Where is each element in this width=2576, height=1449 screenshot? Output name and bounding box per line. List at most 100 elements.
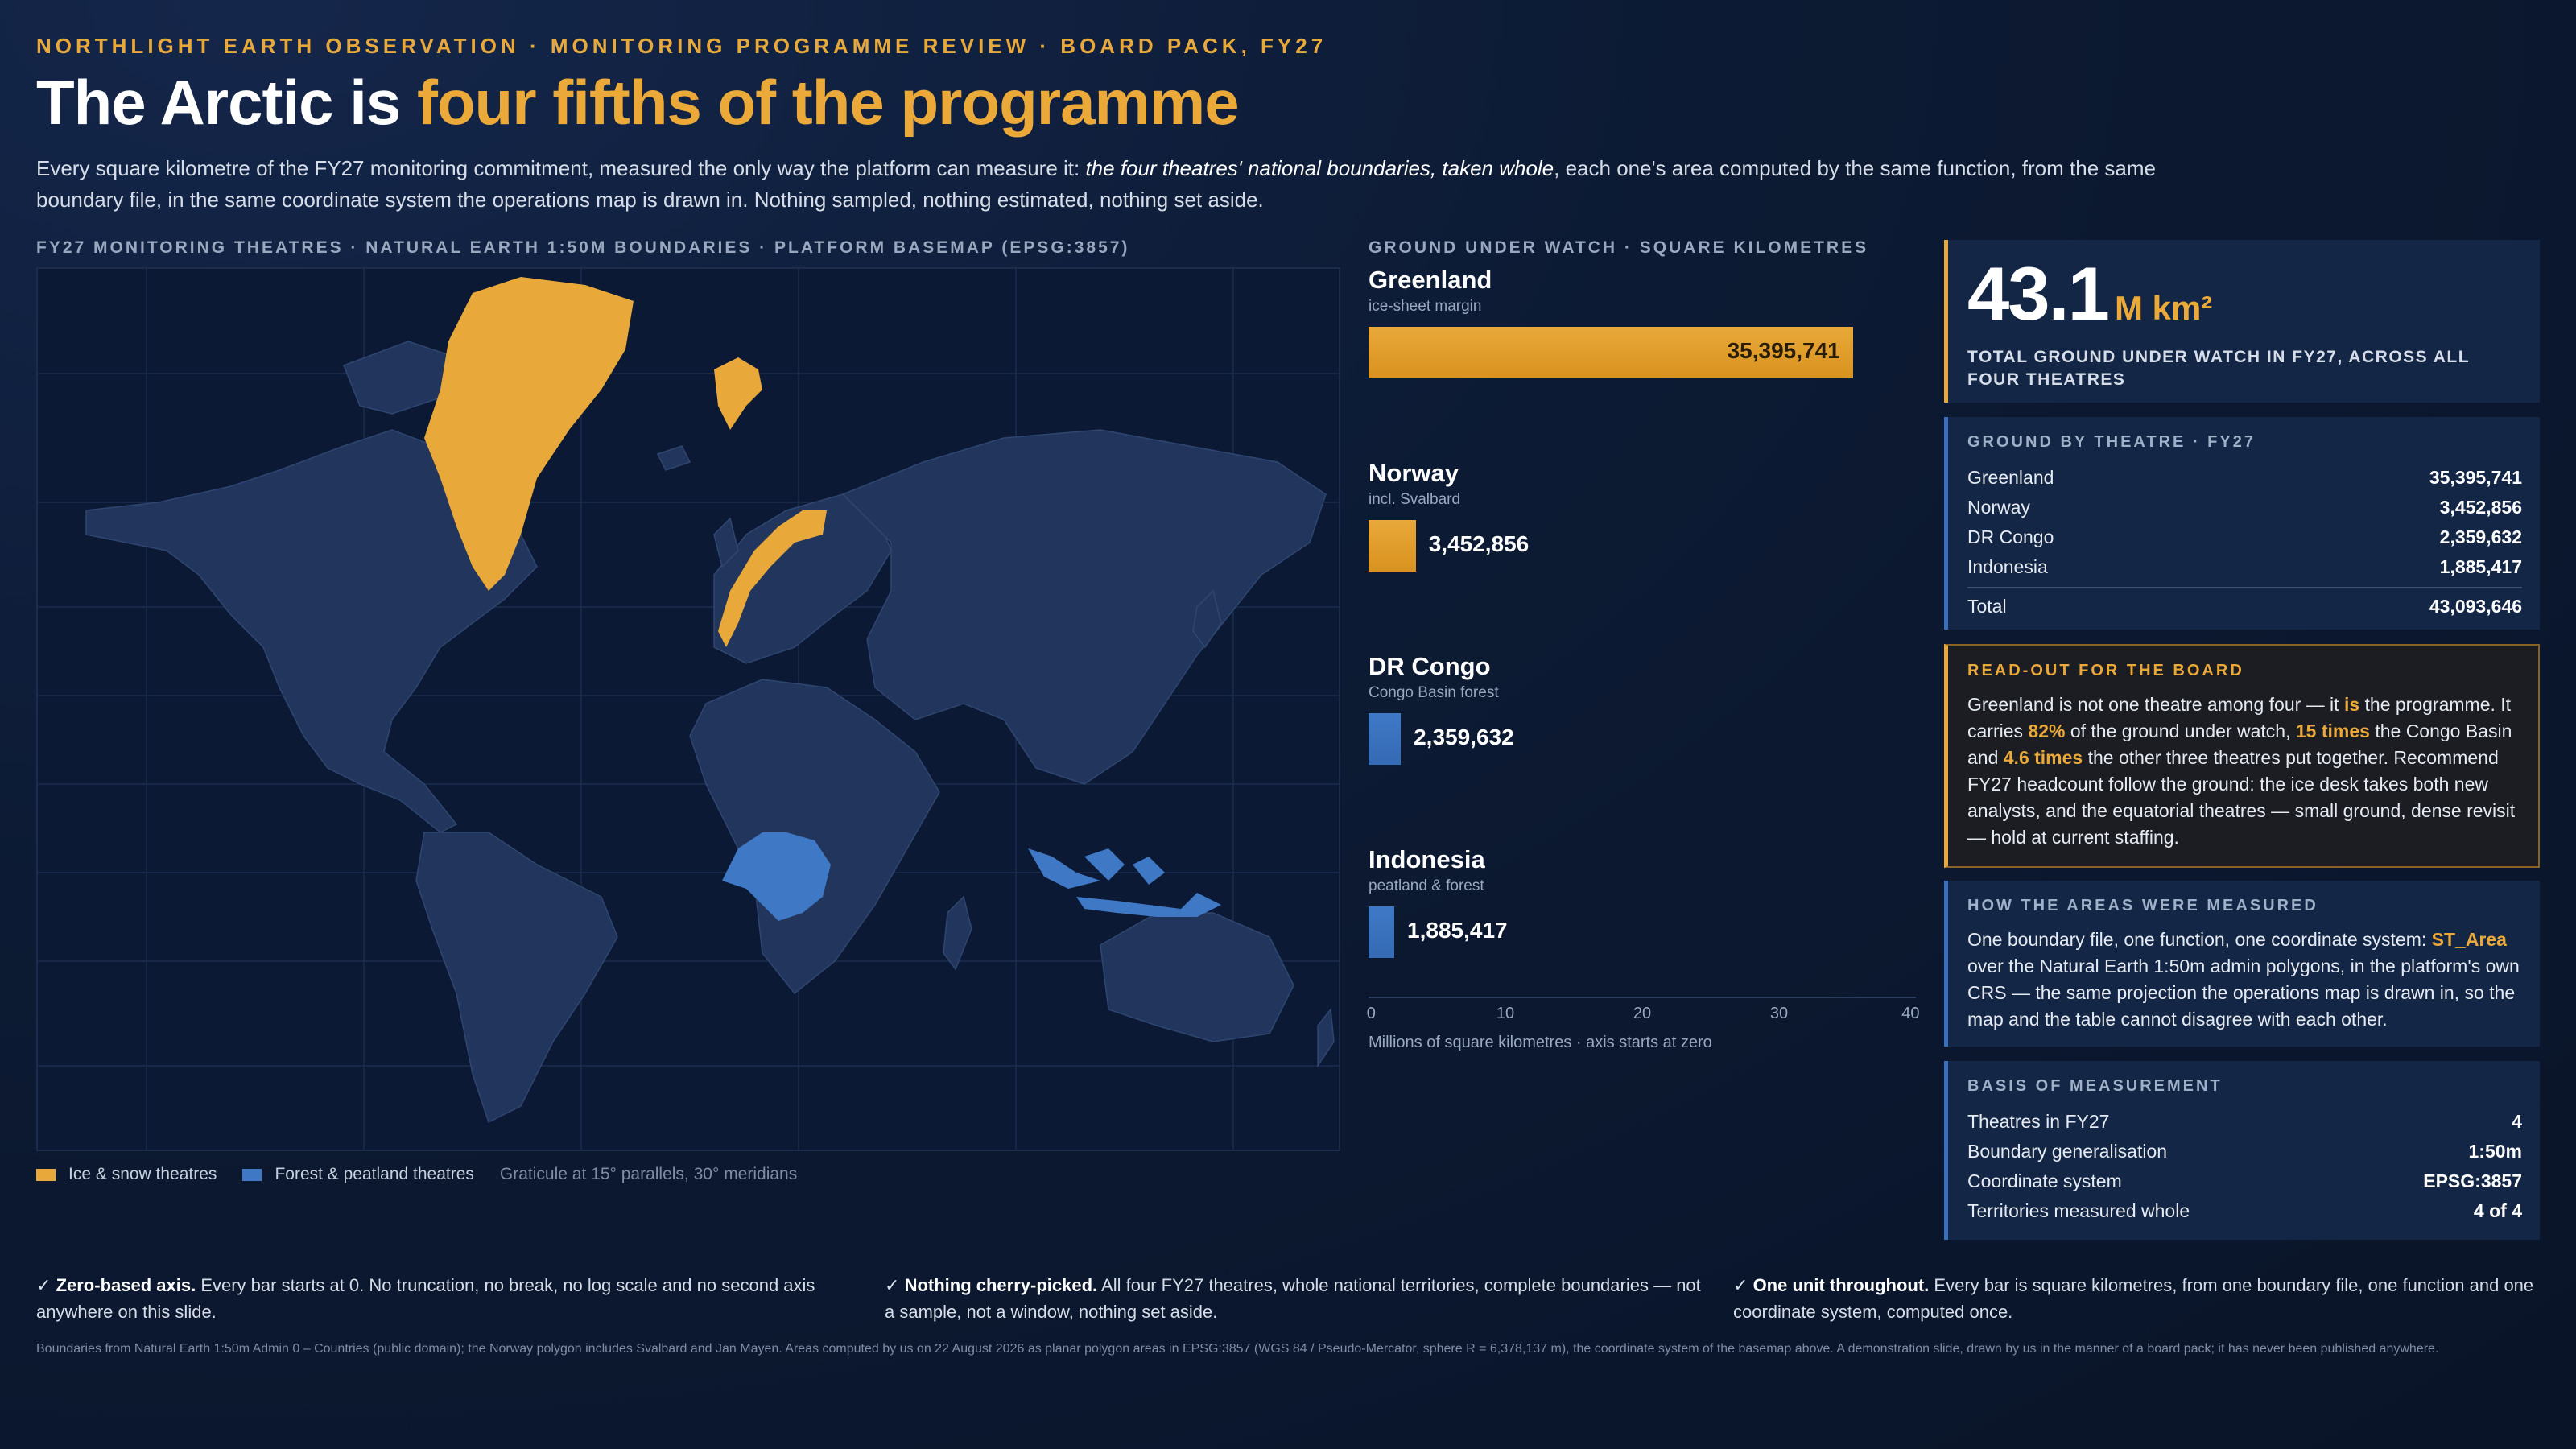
bar-category-label: Greenland bbox=[1368, 266, 1492, 294]
total-value: 43.1 bbox=[1967, 251, 2110, 336]
bar-category-label: Norway bbox=[1368, 459, 1459, 487]
title-lead: The Arctic is bbox=[36, 67, 417, 138]
map-legend: Ice & snow theatres Forest & peatland th… bbox=[36, 1165, 797, 1184]
legend-forest-label: Forest & peatland theatres bbox=[275, 1165, 474, 1183]
by-theatre-title: GROUND BY THEATRE · FY27 bbox=[1967, 433, 2256, 451]
europe bbox=[713, 493, 892, 664]
table-row: Greenland 35,395,741 bbox=[1967, 463, 2522, 493]
row-label: Theatres in FY27 bbox=[1967, 1111, 2110, 1132]
footnote-zero-axis: ✓ Zero-based axis. Every bar starts at 0… bbox=[36, 1272, 857, 1325]
basis-title: BASIS OF MEASUREMENT bbox=[1967, 1077, 2223, 1095]
check-icon: ✓ bbox=[36, 1275, 52, 1295]
map-label: FY27 MONITORING THEATRES · NATURAL EARTH… bbox=[36, 238, 1130, 257]
bar-subtitle: incl. Svalbard bbox=[1368, 491, 1461, 508]
readout-part: Greenland is not one theatre among four … bbox=[1967, 694, 2344, 715]
row-label: Coordinate system bbox=[1967, 1170, 2122, 1191]
measured-text: One boundary file, one function, one coo… bbox=[1967, 927, 2522, 1033]
legend-swatch-forest bbox=[242, 1168, 262, 1181]
table-row: Theatres in FY27 4 bbox=[1967, 1107, 2522, 1137]
lede-part-2: , each one's area computed by the same f… bbox=[36, 156, 2156, 212]
title-highlight: four fifths of the programme bbox=[416, 67, 1240, 138]
kicker: NORTHLIGHT EARTH OBSERVATION · MONITORIN… bbox=[36, 34, 1327, 58]
north-america bbox=[85, 429, 538, 833]
row-label: DR Congo bbox=[1967, 526, 2054, 547]
total-caption: TOTAL GROUND UNDER WATCH IN FY27, ACROSS… bbox=[1967, 348, 2470, 389]
madagascar bbox=[943, 895, 972, 971]
table-total-row: Total 43,093,646 bbox=[1967, 587, 2522, 621]
uk bbox=[713, 517, 739, 568]
world-map-svg bbox=[38, 269, 1339, 1150]
norway-shape bbox=[718, 510, 827, 647]
row-value: 35,395,741 bbox=[2429, 467, 2522, 488]
by-theatre-card: GROUND BY THEATRE · FY27 Greenland 35,395… bbox=[1944, 417, 2540, 630]
footnote-text: Every bar starts at 0. No truncation, no… bbox=[36, 1275, 815, 1322]
readout-highlight: 15 times bbox=[2295, 720, 2370, 741]
row-value: 2,359,632 bbox=[2439, 526, 2522, 547]
measured-card: HOW THE AREAS WERE MEASURED One boundary… bbox=[1944, 881, 2540, 1046]
row-value: 3,452,856 bbox=[2439, 497, 2522, 518]
bar-subtitle: Congo Basin forest bbox=[1368, 684, 1499, 701]
footnote-heading: One unit throughout. bbox=[1752, 1275, 1930, 1295]
asia bbox=[841, 429, 1327, 785]
readout-highlight: is bbox=[2343, 694, 2360, 715]
row-value: 4 bbox=[2512, 1111, 2522, 1132]
row-label: Norway bbox=[1967, 497, 2030, 518]
total-label: Total bbox=[1967, 596, 2007, 617]
bar-category-label: DR Congo bbox=[1368, 652, 1491, 680]
table-row: Norway 3,452,856 bbox=[1967, 493, 2522, 522]
bar-value-label: 1,885,417 bbox=[1407, 918, 1508, 943]
bar-category-label: Indonesia bbox=[1368, 845, 1485, 873]
measured-function: ST_Area bbox=[2431, 929, 2507, 950]
table-row: DR Congo 2,359,632 bbox=[1967, 522, 2522, 552]
row-label: Boundary generalisation bbox=[1967, 1141, 2168, 1162]
readout-part: of the ground under watch, bbox=[2065, 720, 2296, 741]
legend-ice-label: Ice & snow theatres bbox=[68, 1165, 217, 1183]
x-tick-label: 40 bbox=[1901, 1005, 1920, 1022]
theatres bbox=[424, 277, 1221, 921]
bar bbox=[1368, 327, 1853, 378]
bar bbox=[1368, 906, 1395, 958]
readout-text: Greenland is not one theatre among four … bbox=[1967, 691, 2520, 851]
footnote-one-unit: ✓ One unit throughout. Every bar is squa… bbox=[1733, 1272, 2546, 1325]
legend-swatch-ice bbox=[36, 1168, 56, 1181]
readout-highlight: 4.6 times bbox=[2003, 747, 2083, 768]
row-value: 4 of 4 bbox=[2473, 1200, 2522, 1221]
footnote-heading: Zero-based axis. bbox=[56, 1275, 196, 1295]
x-tick-label: 30 bbox=[1769, 1005, 1789, 1022]
bar-value-label: 2,359,632 bbox=[1414, 724, 1514, 749]
page-title: The Arctic is four fifths of the program… bbox=[36, 66, 1240, 139]
row-value: 1:50m bbox=[2468, 1141, 2522, 1162]
x-tick-label: 0 bbox=[1366, 1005, 1376, 1022]
table-row: Indonesia 1,885,417 bbox=[1967, 552, 2522, 582]
row-label: Greenland bbox=[1967, 467, 2054, 488]
readout-card: READ-OUT FOR THE BOARD Greenland is not … bbox=[1944, 644, 2540, 868]
total-row-value: 43,093,646 bbox=[2429, 596, 2522, 617]
table-row: Territories measured whole 4 of 4 bbox=[1967, 1196, 2522, 1226]
bar-subtitle: peatland & forest bbox=[1368, 877, 1484, 894]
australia bbox=[1100, 912, 1294, 1042]
bar-value-label: 35,395,741 bbox=[1727, 338, 1840, 363]
measured-part: One boundary file, one function, one coo… bbox=[1967, 929, 2432, 950]
footnote-heading: Nothing cherry-picked. bbox=[904, 1275, 1098, 1295]
lede: Every square kilometre of the FY27 monit… bbox=[36, 153, 2210, 216]
readout-part: the other three theatres put together. R… bbox=[1967, 747, 2516, 848]
x-tick-label: 20 bbox=[1633, 1005, 1652, 1022]
readout-part: the Congo Basin and bbox=[1967, 720, 2512, 768]
chart-title: GROUND UNDER WATCH · SQUARE KILOMETRES bbox=[1368, 238, 1869, 257]
bar-subtitle: ice-sheet margin bbox=[1368, 298, 1482, 315]
x-axis-label: Millions of square kilometres · axis sta… bbox=[1368, 1034, 1712, 1051]
indonesia-shape bbox=[1028, 848, 1221, 917]
greenland-shape bbox=[424, 277, 634, 591]
total-card: 43.1 M km² TOTAL GROUND UNDER WATCH IN FY… bbox=[1944, 240, 2540, 402]
total-unit: M km² bbox=[2114, 289, 2213, 327]
row-value: EPSG:3857 bbox=[2423, 1170, 2522, 1191]
basis-card: BASIS OF MEASUREMENT Theatres in FY27 4 B… bbox=[1944, 1061, 2540, 1240]
table-row: Coordinate system EPSG:3857 bbox=[1967, 1166, 2522, 1196]
check-icon: ✓ bbox=[1733, 1275, 1748, 1295]
world-map bbox=[36, 267, 1340, 1151]
bar-chart: Greenland ice-sheet margin 35,395,741 Norwa… bbox=[1366, 266, 1924, 1063]
land-masses bbox=[85, 341, 1335, 1124]
africa bbox=[689, 679, 940, 995]
new-zealand bbox=[1317, 1008, 1335, 1068]
x-tick-label: 10 bbox=[1496, 1005, 1515, 1022]
